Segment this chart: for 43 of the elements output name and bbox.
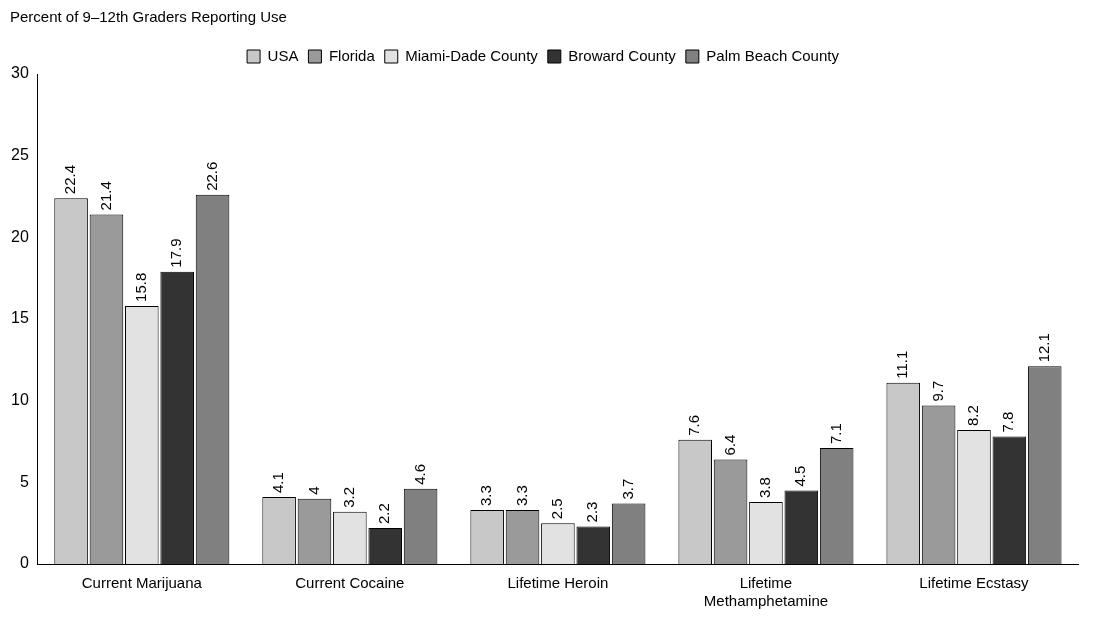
data-label: 2.5 (548, 498, 566, 520)
data-label: 22.4 (61, 164, 79, 195)
data-label: 7.8 (999, 411, 1017, 433)
data-label: 2.3 (583, 501, 601, 523)
data-label: 3.7 (618, 478, 636, 500)
data-label: 9.7 (928, 380, 946, 402)
legend-label: Florida (328, 46, 376, 64)
data-label: 6.4 (720, 434, 738, 456)
y-tick-label: 15 (11, 309, 29, 327)
data-label: 2.2 (375, 503, 393, 525)
y-tick-label: 0 (19, 554, 29, 572)
data-label: 12.1 (1034, 333, 1052, 363)
legend-label: Broward County (568, 46, 677, 64)
data-label: 4.1 (269, 472, 287, 494)
data-label: 22.6 (202, 161, 220, 191)
x-tick-label: Lifetime Ecstasy (919, 574, 1030, 592)
y-axis-title: Percent of 9–12th Graders Reporting Use (10, 8, 288, 25)
data-label: 21.4 (96, 181, 114, 211)
x-tick-label: Lifetime Methamphetamine (703, 574, 829, 610)
data-label: 17.9 (167, 238, 185, 268)
legend-label: Palm Beach County (706, 46, 840, 64)
data-label: 7.1 (826, 423, 844, 445)
data-label: 3.3 (512, 485, 530, 507)
data-label: 4.6 (410, 464, 428, 485)
x-tick-label: Current Marijuana (81, 574, 203, 592)
y-tick-label: 25 (11, 146, 29, 164)
data-label: 3.2 (340, 486, 357, 508)
x-tick-label: Lifetime Heroin (507, 574, 609, 592)
data-label: 3.3 (477, 485, 495, 507)
data-label: 15.8 (131, 272, 149, 302)
data-label: 3.8 (756, 477, 774, 498)
data-label: 11.1 (893, 350, 911, 379)
data-label: 4.5 (791, 465, 809, 487)
legend-label: USA (267, 46, 299, 64)
data-label: 8.2 (964, 405, 982, 427)
y-tick-label: 30 (11, 64, 29, 82)
legend-label: Miami-Dade County (405, 46, 539, 64)
y-tick-label: 20 (11, 227, 29, 245)
x-tick-label: Current Cocaine (295, 574, 405, 592)
y-tick-label: 10 (11, 391, 29, 409)
data-label: 4 (304, 486, 322, 495)
y-tick-label: 5 (19, 472, 29, 490)
data-label: 7.6 (685, 415, 703, 436)
